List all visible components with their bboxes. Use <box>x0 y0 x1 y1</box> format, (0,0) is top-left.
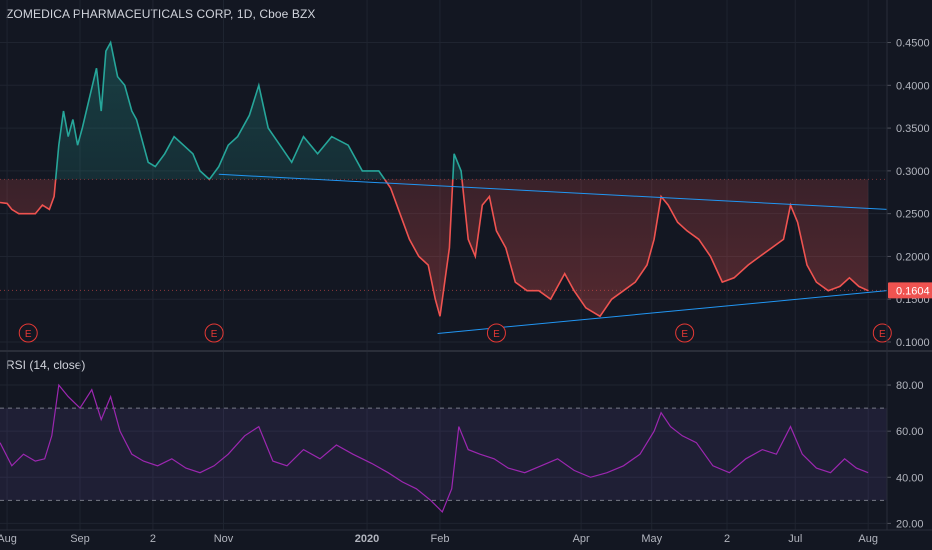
price-tick-label: 0.4500 <box>896 38 930 50</box>
rsi-band-fill <box>0 408 887 501</box>
last-price-label: 0.1604 <box>896 285 930 297</box>
x-tick-label: Aug <box>0 533 17 545</box>
earnings-marker[interactable] <box>204 323 224 343</box>
price-tick-label: 0.2500 <box>896 209 930 221</box>
earnings-marker[interactable] <box>486 323 506 343</box>
x-tick-label: Aug <box>858 533 878 545</box>
last-price-badge <box>888 282 932 299</box>
earnings-marker-label: E <box>681 329 688 340</box>
price-tick-label: 0.1000 <box>896 337 930 349</box>
chart-title: ZOMEDICA PHARMACEUTICALS CORP, 1D, Cboe … <box>6 7 316 21</box>
trendline[interactable] <box>218 173 888 210</box>
trendline[interactable] <box>437 290 888 334</box>
earnings-marker[interactable] <box>18 323 38 343</box>
x-tick-label: 2020 <box>355 533 379 545</box>
price-tick-label: 0.3500 <box>896 123 930 135</box>
rsi-pane[interactable] <box>0 383 887 513</box>
x-tick-label: Apr <box>573 533 590 545</box>
rsi-title: RSI (14, close) <box>6 358 86 372</box>
x-tick-label: Sep <box>70 533 90 545</box>
price-tick-label: 0.4000 <box>896 80 930 92</box>
price-area-above <box>0 42 869 180</box>
x-tick-label: Jul <box>788 533 802 545</box>
rsi-tick-label: 40.00 <box>896 472 924 484</box>
x-tick-label: 2 <box>150 533 156 545</box>
rsi-line[interactable] <box>0 383 869 513</box>
price-tick-label: 0.2000 <box>896 251 930 263</box>
rsi-tick-label: 60.00 <box>896 426 924 438</box>
rsi-tick-label: 20.00 <box>896 518 924 530</box>
earnings-marker[interactable] <box>675 323 695 343</box>
earnings-marker-label: E <box>25 329 32 340</box>
x-tick-label: Feb <box>430 533 449 545</box>
x-tick-label: 2 <box>724 533 730 545</box>
price-line-down[interactable] <box>0 43 869 318</box>
earnings-marker-label: E <box>879 329 886 340</box>
earnings-marker-label: E <box>211 329 218 340</box>
price-area-below <box>0 179 869 317</box>
x-tick-label: Nov <box>214 533 234 545</box>
earnings-marker-label: E <box>493 329 500 340</box>
price-line-up[interactable] <box>0 40 868 317</box>
price-tick-label: 0.3000 <box>896 166 930 178</box>
rsi-tick-label: 80.00 <box>896 380 924 392</box>
x-tick-label: May <box>641 533 662 545</box>
